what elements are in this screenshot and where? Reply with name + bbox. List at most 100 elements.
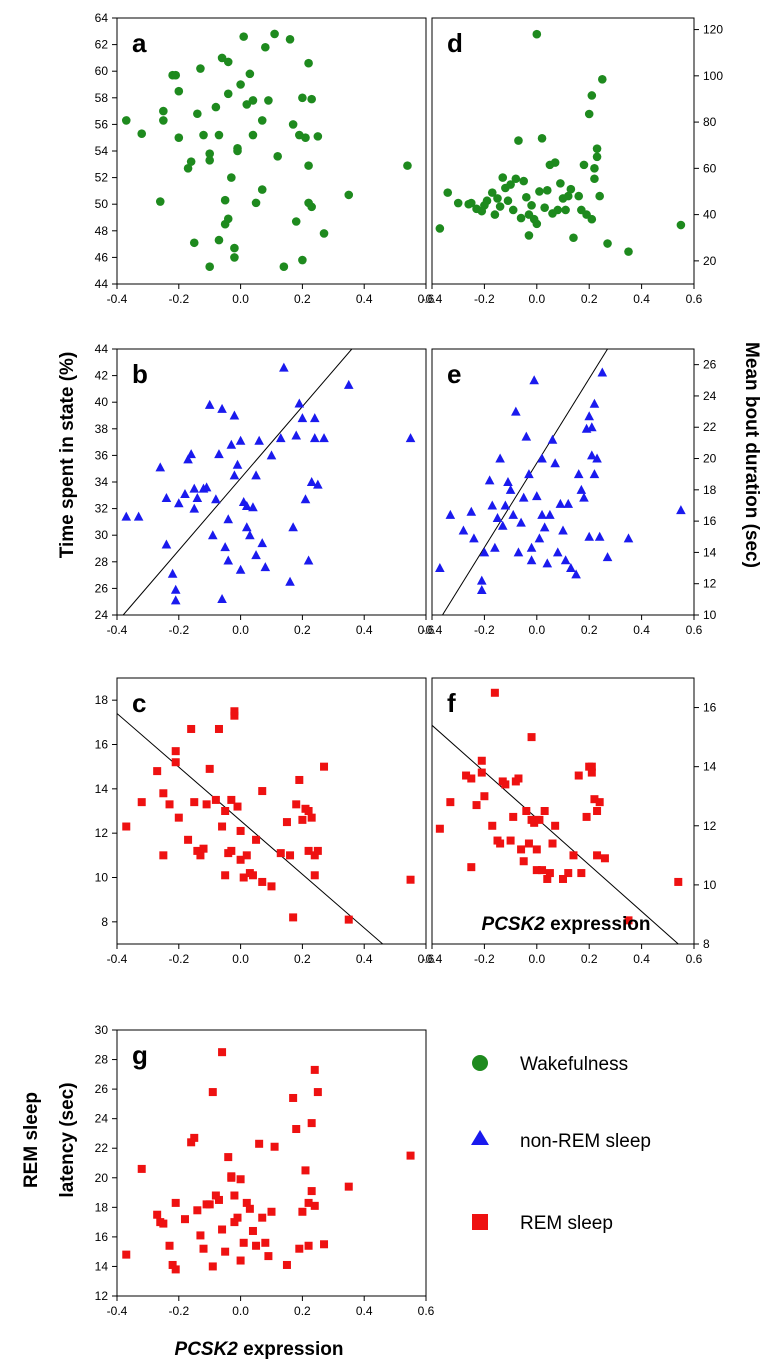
panel-a-point xyxy=(248,130,258,140)
panel-a-point xyxy=(205,156,214,165)
x-tick-label: 0.4 xyxy=(633,952,650,966)
x-tick-label: 0.6 xyxy=(686,292,703,306)
panel-d-point xyxy=(590,174,599,184)
panel-b-point xyxy=(223,514,234,524)
legend: Wakefulness non-REM sleep REM sleep xyxy=(471,1054,651,1234)
panel-d-point xyxy=(498,173,508,182)
panel-g-point xyxy=(208,1262,217,1271)
panel-a: -0.4 -0.2 0.0 0.2 0.4 0.6 44 46 48 50 52 54 56 58 60 62… xyxy=(95,11,435,306)
panel-b-point xyxy=(254,435,264,445)
panel-f-point xyxy=(514,774,523,783)
y-tick-label: 24 xyxy=(703,389,717,403)
panel-f-point xyxy=(545,869,554,878)
x-tick-label: -0.2 xyxy=(168,1304,189,1318)
panel-a-point xyxy=(236,80,245,89)
panel-g-point xyxy=(301,1166,310,1175)
panel-a-point xyxy=(230,253,239,262)
y-tick-label: 36 xyxy=(95,448,109,462)
panel-g-point xyxy=(208,1088,217,1097)
x-axis-label-f: PCSK2 expression xyxy=(482,914,651,935)
panel-b-point xyxy=(309,433,320,443)
panel-e-point xyxy=(539,522,550,532)
panel-e-point xyxy=(592,453,602,463)
panel-f-point xyxy=(582,812,591,821)
panel-g-point xyxy=(239,1238,248,1247)
y-tick-label: 120 xyxy=(703,23,723,37)
panel-g-point xyxy=(252,1241,261,1250)
panel-g-point xyxy=(258,1213,267,1222)
panel-e-point xyxy=(466,506,477,516)
panel-g-point xyxy=(406,1151,415,1160)
y-tick-label: 10 xyxy=(703,608,717,622)
panel-f-point xyxy=(540,807,549,815)
panel-c-point xyxy=(227,846,236,855)
panel-g-point xyxy=(180,1215,189,1224)
panel-a-point xyxy=(319,229,329,238)
panel-a-point xyxy=(233,146,242,156)
x-tick-label: -0.2 xyxy=(474,623,495,637)
panel-a-point xyxy=(186,157,196,166)
panel-g-point xyxy=(282,1260,291,1269)
x-tick-label: 0.0 xyxy=(528,952,545,966)
panel-f-point xyxy=(435,824,444,833)
panel-g-point xyxy=(236,1175,245,1184)
y-tick-label: 12 xyxy=(95,1289,109,1303)
panel-d-point xyxy=(493,194,502,203)
panel-c-point xyxy=(286,851,295,860)
panel-e-point xyxy=(576,484,587,494)
y-tick-label: 54 xyxy=(95,144,109,158)
panel-a-point xyxy=(261,42,270,52)
panel-g-point xyxy=(245,1204,254,1213)
y-tick-label: 30 xyxy=(95,1023,109,1037)
y-tick-label: 16 xyxy=(95,1230,109,1244)
panel-g-point xyxy=(165,1241,174,1250)
panel-g-point xyxy=(218,1225,227,1234)
y-tick-label: 100 xyxy=(703,69,723,83)
panel-d-point xyxy=(563,191,573,201)
panel-c-point xyxy=(190,798,199,807)
panel-c-point xyxy=(344,915,353,924)
x-tick-label: -0.4 xyxy=(107,292,128,306)
panel-a-point xyxy=(304,161,313,170)
panel-c-point xyxy=(202,800,211,809)
panel-f-point xyxy=(593,807,602,815)
panel-a-point xyxy=(304,58,313,68)
panel-g-point xyxy=(248,1226,257,1235)
panel-c-point xyxy=(258,787,267,796)
y-tick-label: 46 xyxy=(95,250,109,264)
panel-g-point xyxy=(236,1256,245,1265)
panel-f-point xyxy=(587,762,596,771)
panel-d-point xyxy=(467,198,476,208)
panel-f-point xyxy=(480,792,489,801)
panel-f-point xyxy=(564,869,573,878)
panel-e-point xyxy=(476,584,487,594)
panel-d-point xyxy=(482,196,492,206)
panel-d-point xyxy=(487,188,497,197)
panel-f-point xyxy=(496,839,505,848)
panel-c-point xyxy=(193,846,202,855)
panel-e-point xyxy=(594,531,605,541)
panel-b-point xyxy=(266,450,277,460)
panel-e-point xyxy=(495,453,505,463)
panel-b-point xyxy=(223,555,234,565)
panel-a-point xyxy=(298,93,307,103)
panel-b-point xyxy=(121,511,132,521)
panel-e-point xyxy=(537,453,547,463)
x-axis-label-g: PCSK2 expression xyxy=(175,1339,344,1360)
panel-c-point xyxy=(184,835,193,844)
panel-g-point xyxy=(255,1139,264,1148)
panel-e-point xyxy=(529,375,539,385)
legend-marker-nonrem xyxy=(471,1130,489,1145)
y-tick-label: 18 xyxy=(703,483,717,497)
panel-e-point xyxy=(623,533,634,543)
panel-c-point xyxy=(298,815,307,824)
y-tick-label: 60 xyxy=(95,64,109,78)
panel-a-point xyxy=(223,89,233,99)
panel-d-point xyxy=(524,231,534,240)
panel-e-point xyxy=(492,512,503,522)
panel-b-point xyxy=(214,449,224,459)
x-tick-label: -0.2 xyxy=(168,623,189,637)
x-tick-label: -0.4 xyxy=(422,952,443,966)
legend-label-rem: REM sleep xyxy=(520,1213,613,1234)
panel-b-point xyxy=(204,399,215,409)
